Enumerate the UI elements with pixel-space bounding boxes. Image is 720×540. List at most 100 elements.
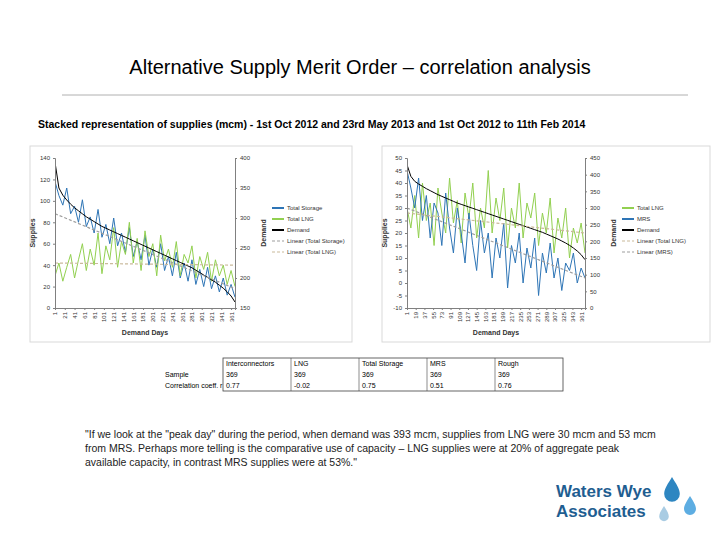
y-axis: -10-505101520253035404550 [393, 155, 407, 311]
y2-axis: 050100150200250300350400450 [585, 155, 601, 311]
tick-mark [114, 308, 115, 310]
legend-swatch [272, 240, 284, 241]
tick-label: 141 [121, 311, 127, 322]
legend-swatch [272, 251, 284, 252]
table-divider [427, 358, 428, 391]
tick: 200 [235, 275, 251, 281]
logo: Waters WyeAssociates [556, 477, 696, 521]
tick: 101 [101, 308, 107, 322]
axis-line [405, 159, 408, 309]
tick-label: 80 [43, 220, 50, 226]
tick-label: 301 [199, 311, 205, 322]
tick-label: 200 [240, 275, 251, 281]
axis-line [53, 159, 56, 309]
table-divider [495, 358, 496, 391]
tick: 307 [552, 308, 558, 322]
logo-text: Associates [556, 502, 646, 521]
tick-label: 91 [448, 311, 454, 318]
tick-label: 41 [72, 311, 78, 318]
tick: 61 [82, 308, 88, 319]
legend-item: Total LNG [622, 205, 664, 211]
tick-label: 109 [457, 311, 463, 322]
tick-mark [581, 308, 582, 310]
tick-label: 145 [474, 311, 480, 322]
tick-mark [53, 265, 55, 266]
tick-label: 1 [404, 311, 410, 315]
tick-mark [468, 308, 469, 310]
y2-axis-title: Demand [610, 219, 617, 247]
legend-item: Demand [272, 227, 310, 233]
tick-label: 250 [240, 245, 251, 251]
tick: 261 [180, 308, 186, 322]
tick-mark [477, 308, 478, 310]
tick: 45 [395, 168, 407, 174]
legend-item: Demand [622, 227, 660, 233]
tick: 19 [413, 308, 419, 319]
tick: 15 [395, 243, 407, 249]
tick-label: -5 [397, 293, 403, 299]
tick-mark [405, 258, 407, 259]
logo-drop [664, 477, 680, 502]
tick: 400 [585, 172, 601, 178]
tick-label: 10 [395, 255, 402, 261]
tick-mark [564, 308, 565, 310]
legend-item: MRS [622, 216, 650, 222]
tick: 5 [399, 268, 407, 274]
table-row-label: Sample [165, 371, 189, 379]
tick-label: 30 [395, 205, 402, 211]
trend-line [407, 213, 585, 233]
table-cell: 369 [498, 371, 510, 378]
axis-line [586, 159, 588, 309]
tick-label: 325 [561, 311, 567, 322]
tick-mark [212, 308, 213, 310]
tick: 141 [121, 308, 127, 322]
tick: -5 [397, 293, 407, 299]
tick: 235 [518, 308, 524, 322]
tick-mark [585, 291, 587, 292]
tick-label: 281 [189, 311, 195, 322]
tick-label: 150 [590, 255, 601, 261]
table-header: Interconnectors [226, 360, 275, 367]
tick-mark [53, 201, 55, 202]
tick-mark [520, 308, 521, 310]
tick: 0 [47, 305, 55, 311]
tick-mark [585, 241, 587, 242]
tick: 50 [585, 289, 597, 295]
tick-label: 0 [47, 305, 51, 311]
subtitle: Stacked representation of supplies (mcm)… [38, 118, 586, 130]
axis-line [408, 309, 586, 311]
tick-mark [123, 308, 124, 310]
tick: 20 [395, 230, 407, 236]
tick-mark [405, 271, 407, 272]
tick-mark [143, 308, 144, 310]
tick-label: 350 [590, 189, 601, 195]
tick-mark [405, 171, 407, 172]
tick-label: 450 [590, 155, 601, 161]
axis-line [236, 159, 238, 309]
chart-frame [382, 146, 710, 342]
tick-label: 163 [483, 311, 489, 322]
table-cell: 369 [226, 371, 238, 378]
tick: 60 [43, 241, 55, 247]
tick-mark [65, 308, 66, 310]
tick: 50 [395, 155, 407, 161]
tick-mark [53, 222, 55, 223]
tick-label: 60 [43, 241, 50, 247]
tick: 300 [235, 215, 251, 221]
tick-mark [511, 308, 512, 310]
tick: 150 [235, 305, 251, 311]
tick: 1 [52, 308, 58, 315]
tick-label: 101 [101, 311, 107, 322]
x-axis: 1214161811011211411611812012212412612813… [52, 308, 235, 322]
tick-mark [405, 158, 407, 159]
tick-mark [153, 308, 154, 310]
tick: 100 [40, 198, 55, 204]
legend-label: Linear (Total Storage) [287, 238, 345, 244]
series-line [407, 171, 585, 296]
tick: 301 [199, 308, 205, 322]
tick-mark [555, 308, 556, 310]
logo-drop [684, 496, 696, 515]
tick: 80 [43, 220, 55, 226]
legend-item: Linear (Total LNG) [622, 238, 686, 244]
series-line [55, 162, 235, 302]
